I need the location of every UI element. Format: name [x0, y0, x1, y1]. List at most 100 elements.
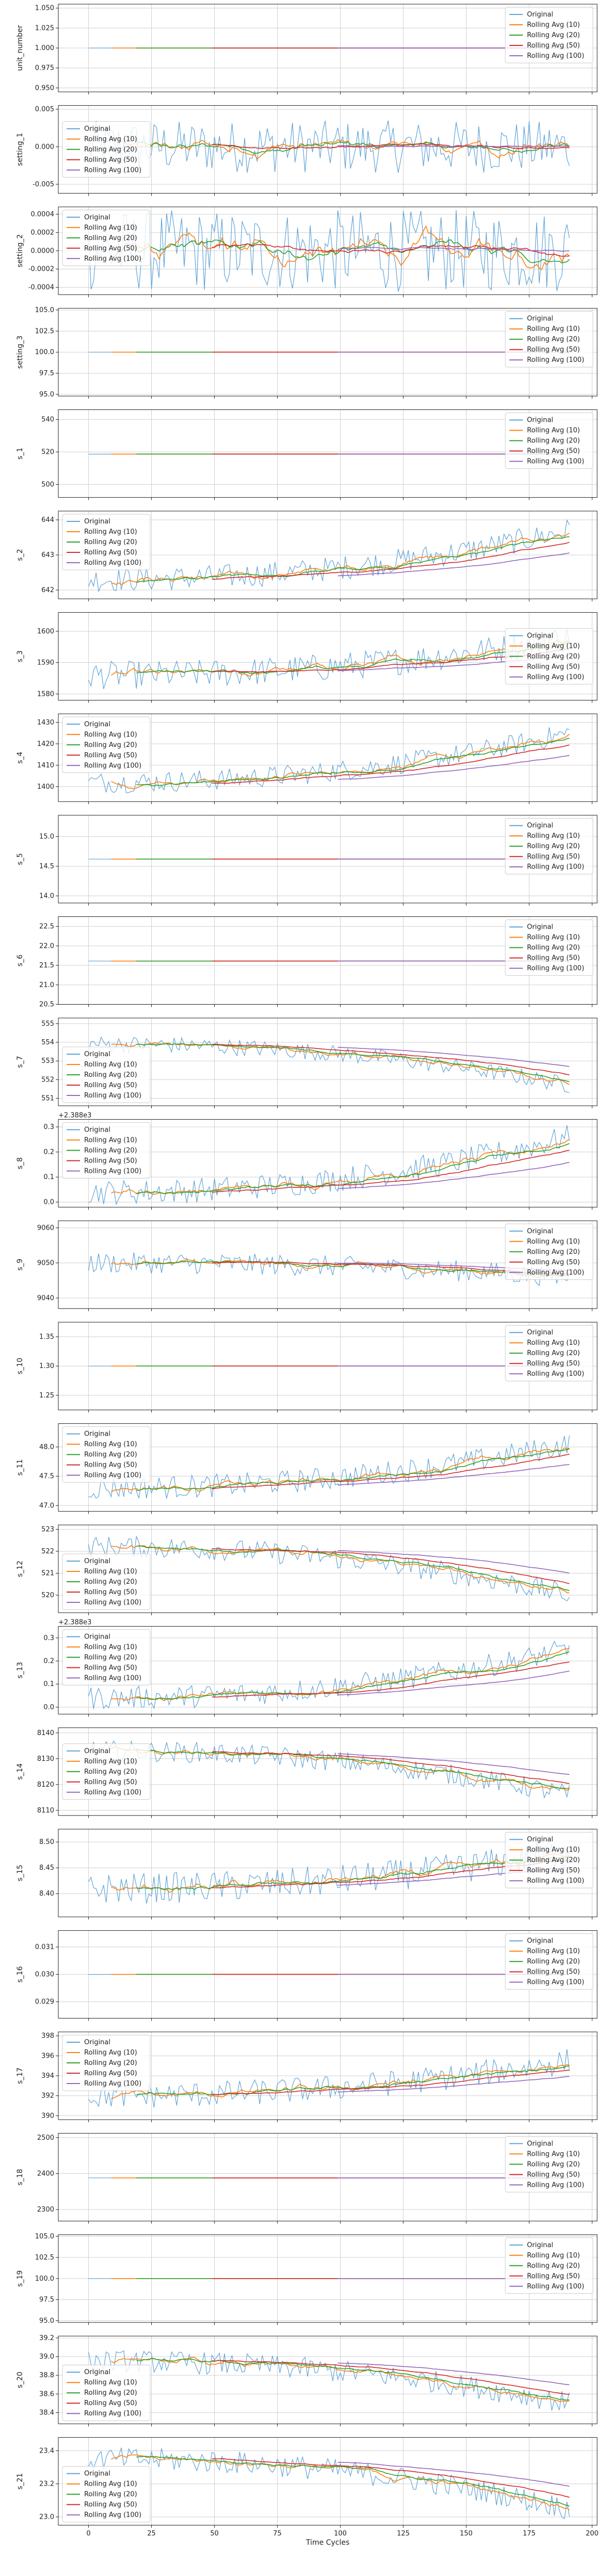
subplot-s_5: 15.0 14.5 14.0 s_5 Original Rolling Avg (10) R… [16, 815, 598, 906]
legend-entry: Original [527, 1228, 553, 1235]
legend-box [62, 1046, 151, 1103]
y-tick-label: 20.5 [39, 1001, 54, 1009]
legend: Original Rolling Avg (10) Rolling Avg (20)… [62, 2364, 151, 2421]
series-line-original [88, 2447, 570, 2519]
legend-entry: Rolling Avg (50) [84, 2070, 137, 2077]
axes-frame [58, 1119, 598, 1207]
y-tick-label: 0.2 [43, 1658, 54, 1665]
subplot-s_17: 398 396 394 392 390 s_17 Original Rolling Avg (… [16, 2031, 598, 2122]
series-line-original [88, 1036, 570, 1093]
y-tick-label: 8.45 [39, 1864, 54, 1872]
y-tick-label: 21.0 [39, 981, 54, 989]
legend-box [505, 412, 594, 469]
legend-entry: Rolling Avg (20) [84, 1578, 137, 1586]
legend-entry: Rolling Avg (10) [84, 2480, 137, 2488]
y-axis-label: s_19 [16, 2270, 24, 2287]
y-tick-label: 0.2 [43, 1149, 54, 1156]
legend-box [62, 1426, 151, 1483]
y-tick-label: 520 [41, 1592, 54, 1599]
series-line-rolling-avg-10- [111, 136, 570, 160]
y-tick-label: 0.030 [35, 1971, 54, 1979]
subplot-s_3: 1600 1590 1580 s_3 Original Rolling Avg (10) R… [16, 612, 598, 703]
y-tick-label: 0.031 [35, 1943, 54, 1951]
legend-entry: Rolling Avg (50) [527, 955, 580, 962]
legend-entry: Rolling Avg (100) [527, 1370, 584, 1378]
subplot-setting_3: 105.0 102.5 100.0 97.5 95.0 setting_3 Original… [16, 306, 598, 399]
series-line-original [88, 628, 570, 689]
y-axis-label: s_10 [16, 1358, 24, 1374]
legend: Original Rolling Avg (10) Rolling Avg (20)… [62, 1743, 151, 1800]
subplot-s_7: 555 554 553 552 551 s_7 Original Rolling Avg (1… [16, 1017, 598, 1108]
y-tick-label: 8.50 [39, 1838, 54, 1846]
legend-entry: Rolling Avg (50) [527, 1259, 580, 1266]
legend-entry: Rolling Avg (50) [84, 245, 137, 252]
legend-entry: Original [84, 214, 110, 221]
legend-box [505, 818, 594, 874]
legend-entry: Rolling Avg (50) [84, 1664, 137, 1672]
legend: Original Rolling Avg (10) Rolling Avg (20)… [505, 1933, 594, 1990]
axes-frame [58, 206, 598, 295]
y-axis-label: setting_1 [16, 133, 24, 166]
y-tick-label: 1.30 [39, 1362, 54, 1370]
series-line-rolling-avg-50- [212, 1751, 570, 1784]
y-axis-label: unit_number [16, 25, 24, 71]
axes-frame [58, 612, 598, 701]
legend: Original Rolling Avg (10) Rolling Avg (20)… [505, 1832, 594, 1888]
series-line-rolling-avg-10- [111, 1042, 570, 1085]
legend-entry: Rolling Avg (100) [527, 2283, 584, 2291]
legend-entry: Rolling Avg (10) [527, 2150, 580, 2158]
legend-entry: Rolling Avg (100) [84, 1167, 141, 1175]
series-line-original [88, 1435, 570, 1499]
legend-box [62, 2364, 151, 2421]
series-line-original [88, 120, 570, 173]
legend-entry: Rolling Avg (100) [84, 1472, 141, 1480]
y-tick-label: 394 [41, 2072, 54, 2080]
legend: Original Rolling Avg (10) Rolling Avg (20)… [62, 1046, 151, 1103]
legend-entry: Rolling Avg (20) [84, 1768, 137, 1776]
legend-entry: Rolling Avg (50) [527, 448, 580, 455]
y-tick-label: 523 [41, 1526, 54, 1534]
y-tick-label: 392 [41, 2092, 54, 2100]
series-line-rolling-avg-100- [338, 1047, 570, 1067]
subplot-s_6: 22.5 22.0 21.5 21.0 20.5 s_6 Original Rolling A… [16, 916, 598, 1009]
legend-entry: Rolling Avg (100) [84, 1674, 141, 1682]
y-axis-label: s_20 [16, 2372, 24, 2388]
legend-entry: Original [84, 2470, 110, 2478]
y-tick-label: 0.3 [43, 1634, 54, 1642]
legend-entry: Rolling Avg (100) [527, 356, 584, 364]
y-tick-label: 0.1 [43, 1173, 54, 1181]
y-tick-label: 47.5 [39, 1473, 54, 1481]
subplot-s_8: 0.3 0.2 0.1 0.0 s_8 +2.388e3 Original Rolling A… [16, 1111, 598, 1210]
y-tick-label: 1400 [37, 783, 54, 791]
series-line-rolling-avg-10- [111, 532, 570, 585]
series-line-rolling-avg-100- [338, 552, 570, 577]
legend-entry: Original [527, 924, 553, 931]
y-tick-label: 0.029 [35, 1998, 54, 2006]
series-line-original [88, 519, 570, 593]
subplot-s_2: 644 643 642 s_2 Original Rolling Avg (10) Roll… [16, 511, 598, 601]
legend-entry: Rolling Avg (50) [84, 1082, 137, 1089]
legend-entry: Rolling Avg (100) [84, 2410, 141, 2418]
legend: Original Rolling Avg (10) Rolling Avg (20)… [62, 1629, 151, 1685]
y-tick-label: 0.005 [35, 106, 54, 114]
series-line-rolling-avg-10- [111, 1139, 570, 1195]
y-tick-label: 105.0 [35, 306, 54, 314]
subplot-s_19: 105.0 102.5 100.0 97.5 95.0 s_19 Original Rolli… [16, 2233, 598, 2325]
y-tick-label: 552 [41, 1076, 54, 1084]
subplot-s_21: 23.4 23.2 23.0 s_21 Original Rolling Avg (10)… [16, 2437, 599, 2547]
y-tick-label: 23.0 [39, 2514, 54, 2521]
series-line-rolling-avg-20- [136, 738, 570, 787]
y-tick-label: 97.5 [39, 2296, 54, 2304]
legend-entry: Original [527, 315, 553, 323]
series-line-rolling-avg-10- [111, 1545, 570, 1594]
y-offset-label: +2.388e3 [58, 1618, 91, 1626]
legend-entry: Rolling Avg (50) [527, 346, 580, 354]
legend-entry: Rolling Avg (100) [84, 762, 141, 770]
y-tick-label: 554 [41, 1039, 54, 1046]
y-axis-label: s_14 [16, 1763, 24, 1780]
y-tick-label: 22.0 [39, 942, 54, 950]
y-tick-label: 97.5 [39, 370, 54, 377]
series-line-rolling-avg-20- [136, 2456, 570, 2507]
legend-entry: Rolling Avg (10) [84, 731, 137, 739]
series-line-original [88, 1640, 570, 1710]
